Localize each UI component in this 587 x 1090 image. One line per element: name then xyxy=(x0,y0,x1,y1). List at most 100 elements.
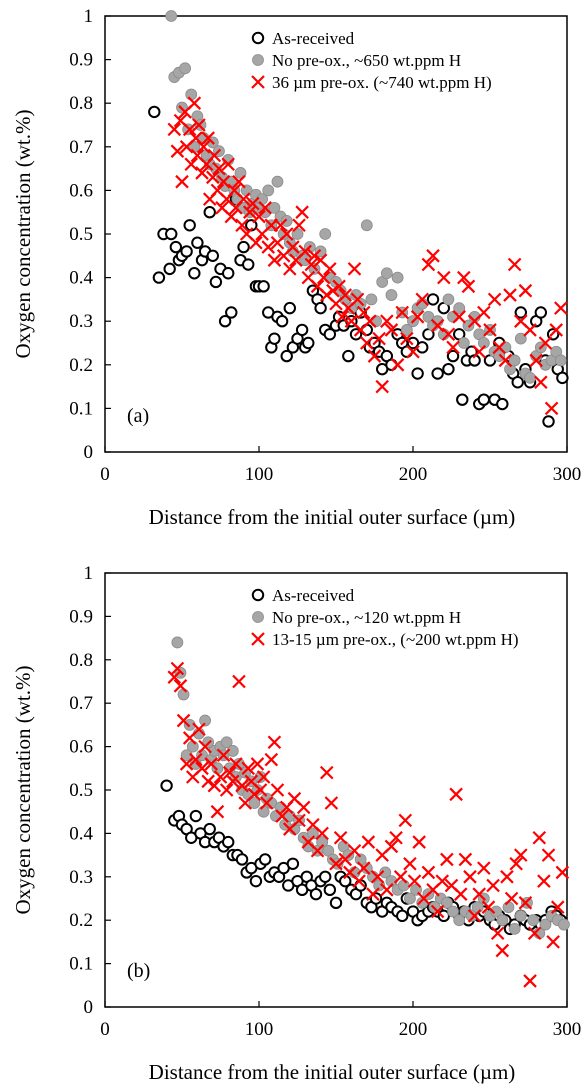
data-point-series-1 xyxy=(323,883,337,897)
data-point-series-3 xyxy=(375,379,389,394)
data-point-series-3 xyxy=(467,909,482,923)
data-point-series-3 xyxy=(207,148,222,163)
legend-label: 36 µm pre-ox. (~740 wt.ppm H) xyxy=(272,73,492,92)
data-point-series-3 xyxy=(236,192,251,206)
data-point-series-1 xyxy=(496,397,509,411)
data-point-series-3 xyxy=(201,774,215,789)
data-point-series-3 xyxy=(175,174,189,189)
data-point-series-3 xyxy=(261,240,276,254)
data-point-series-1 xyxy=(152,271,166,284)
data-point-series-3 xyxy=(242,205,257,219)
data-point-series-3 xyxy=(477,305,491,320)
data-point-series-3 xyxy=(219,783,234,797)
data-point-series-3 xyxy=(356,861,371,875)
data-point-series-2 xyxy=(442,293,455,306)
data-point-series-3 xyxy=(319,765,334,780)
data-point-series-2 xyxy=(380,267,393,280)
data-point-series-3 xyxy=(518,896,533,910)
data-point-series-1 xyxy=(534,306,548,319)
y-tick-label: 0.4 xyxy=(69,823,93,844)
y-tick-label: 0.3 xyxy=(69,311,93,332)
data-point-series-1 xyxy=(396,909,409,923)
data-point-series-3 xyxy=(173,679,188,693)
data-point-series-3 xyxy=(201,131,215,145)
data-point-series-3 xyxy=(472,344,486,359)
data-point-series-2 xyxy=(508,922,521,935)
data-point-series-3 xyxy=(534,375,548,390)
data-point-series-2 xyxy=(524,371,536,384)
data-point-series-2 xyxy=(527,914,540,927)
data-point-series-3 xyxy=(192,722,206,737)
data-point-series-3 xyxy=(324,796,339,810)
data-point-series-3 xyxy=(232,174,246,189)
data-point-series-2 xyxy=(385,289,398,301)
data-point-series-2 xyxy=(185,88,198,101)
data-point-series-3 xyxy=(477,861,491,875)
data-point-series-2 xyxy=(171,636,184,649)
data-point-series-3 xyxy=(458,852,473,867)
data-point-series-3 xyxy=(406,344,420,359)
data-point-series-3 xyxy=(555,865,570,880)
y-axis-title: Oxygen concentration (wt.%) xyxy=(11,665,35,914)
data-point-series-3 xyxy=(226,774,240,789)
data-point-series-1 xyxy=(249,874,263,888)
data-point-series-3 xyxy=(380,883,394,897)
data-point-series-3 xyxy=(329,857,343,871)
data-point-series-3 xyxy=(310,843,325,858)
data-point-series-3 xyxy=(435,874,450,888)
data-point-series-3 xyxy=(235,778,249,793)
x-tick-label: 0 xyxy=(100,1019,110,1040)
data-point-series-1 xyxy=(309,887,323,901)
data-point-series-2 xyxy=(508,354,521,367)
data-point-series-3 xyxy=(412,835,426,849)
data-point-series-3 xyxy=(360,336,374,350)
data-point-series-3 xyxy=(523,974,537,988)
data-point-series-3 xyxy=(270,783,285,797)
data-point-series-3 xyxy=(457,270,471,285)
data-point-series-1 xyxy=(437,909,450,923)
data-point-series-3 xyxy=(509,857,523,871)
data-point-series-3 xyxy=(507,257,522,272)
data-point-series-1 xyxy=(222,267,235,280)
data-point-series-2 xyxy=(199,714,212,727)
data-point-series-3 xyxy=(279,227,294,241)
data-point-series-2 xyxy=(453,914,466,927)
data-point-series-2 xyxy=(360,862,373,875)
x-tick-label: 0 xyxy=(100,464,110,485)
data-point-series-3 xyxy=(249,235,263,250)
data-point-series-3 xyxy=(389,830,403,845)
x-tick-label: 100 xyxy=(245,464,274,485)
data-point-series-3 xyxy=(461,279,476,294)
data-point-series-3 xyxy=(400,331,414,346)
data-point-series-2 xyxy=(179,62,191,75)
data-point-series-1 xyxy=(257,280,270,293)
data-point-series-1 xyxy=(283,301,296,315)
data-point-series-2 xyxy=(453,302,466,315)
data-point-series-3 xyxy=(335,310,349,324)
data-point-series-3 xyxy=(213,770,228,784)
y-tick-label: 0.7 xyxy=(69,137,93,158)
data-point-series-3 xyxy=(407,874,422,888)
scatter-chart-b: 0 0.1 0.2 0.3 0.4 0.5 0.6 0.7 0.8 0.9 1 0 100 200 300 D… xyxy=(11,563,581,1084)
data-point-series-2 xyxy=(462,319,475,332)
data-point-series-3 xyxy=(486,878,500,893)
data-point-series-2 xyxy=(457,337,470,349)
data-point-series-1 xyxy=(237,240,250,254)
data-point-series-3 xyxy=(437,270,451,285)
data-point-series-3 xyxy=(235,218,249,233)
data-point-series-1 xyxy=(183,219,196,232)
data-point-series-3 xyxy=(216,748,231,763)
data-point-series-3 xyxy=(452,310,466,324)
y-tick-label: 0.1 xyxy=(69,398,93,419)
data-point-series-2 xyxy=(314,245,327,258)
data-point-series-3 xyxy=(380,314,394,328)
data-point-series-2 xyxy=(558,918,570,931)
data-point-series-1 xyxy=(342,349,355,363)
data-point-series-3 xyxy=(554,301,568,315)
data-point-series-3 xyxy=(184,157,199,172)
data-point-series-2 xyxy=(440,896,453,909)
data-point-series-1 xyxy=(235,853,249,866)
data-point-series-2 xyxy=(539,918,552,931)
data-point-series-1 xyxy=(295,323,309,337)
data-point-series-3 xyxy=(495,943,510,958)
